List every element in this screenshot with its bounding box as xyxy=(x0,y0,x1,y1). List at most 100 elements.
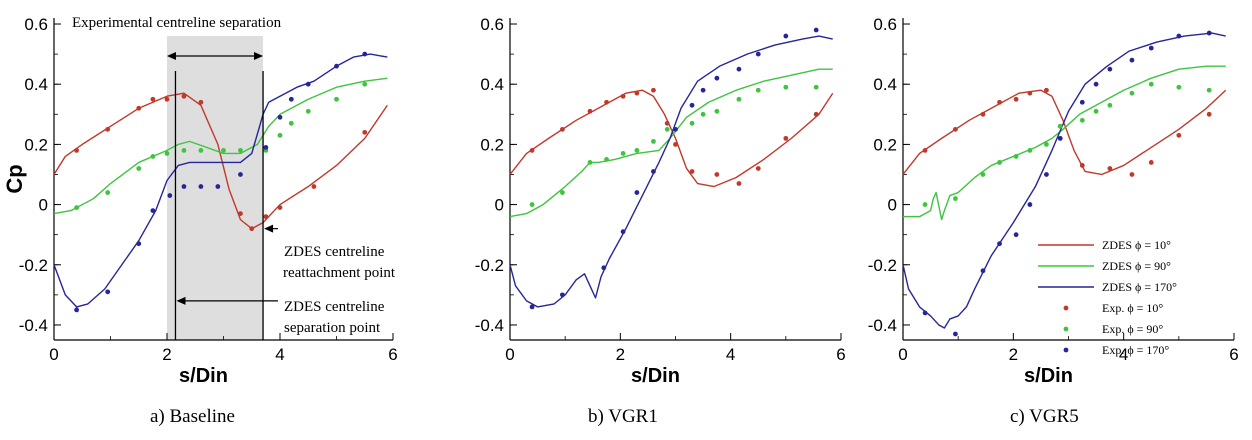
exp-point-blue xyxy=(215,184,221,189)
exp-point-blue xyxy=(673,126,678,132)
exp-point-green xyxy=(1044,141,1049,147)
exp-point-blue xyxy=(136,241,142,247)
exp-point-blue xyxy=(689,102,695,108)
exp-point-blue xyxy=(783,33,789,39)
x-axis-label: s/Din xyxy=(1024,365,1073,387)
exp-point-red xyxy=(783,135,789,141)
exp-point-blue xyxy=(1079,99,1085,105)
exp-point-green xyxy=(813,84,819,90)
exp-point-blue xyxy=(105,289,111,295)
legend-marker-green xyxy=(1063,326,1069,332)
panel-baseline: -0.4 -0.2 0 0.2 0.4 0.6 0 2 4 6 s/Din Cp xyxy=(2,15,398,387)
exp-point-green xyxy=(783,84,789,90)
legend-label: ZDES ϕ = 10° xyxy=(1102,238,1171,252)
exp-point-red xyxy=(164,96,170,102)
exp-point-blue xyxy=(620,229,626,235)
exp-point-green xyxy=(651,138,656,144)
y-tick-label: -0.4 xyxy=(868,316,897,335)
exp-point-green xyxy=(1148,81,1154,87)
legend-label: Exp. ϕ = 10° xyxy=(1102,301,1163,315)
experimental-arrow-left xyxy=(167,52,176,60)
y-tick-label: 0.6 xyxy=(873,15,897,34)
exp-point-green xyxy=(560,190,565,195)
exp-point-blue xyxy=(736,66,742,72)
exp-point-green xyxy=(277,132,283,138)
exp-point-blue xyxy=(238,172,243,177)
exp-point-green xyxy=(362,81,368,87)
exp-point-red xyxy=(198,99,204,105)
exp-point-green xyxy=(714,108,720,114)
x-tick-label: 2 xyxy=(162,345,171,364)
zdes-line-red xyxy=(509,89,834,188)
exp-point-blue xyxy=(288,96,294,102)
exp-point-green xyxy=(604,157,609,162)
caption-a: a) Baseline xyxy=(150,406,235,427)
exp-point-red xyxy=(664,120,670,126)
y-tick-label: -0.2 xyxy=(475,256,504,275)
exp-point-blue xyxy=(700,87,706,93)
exp-point-blue xyxy=(1176,33,1182,39)
exp-point-red xyxy=(181,93,187,99)
exp-point-blue xyxy=(813,27,819,33)
x-tick-label: 0 xyxy=(505,345,514,364)
exp-point-green xyxy=(74,205,79,210)
exp-point-blue xyxy=(1013,232,1019,238)
exp-point-blue xyxy=(634,190,640,195)
exp-point-red xyxy=(1176,132,1182,138)
exp-point-green xyxy=(953,196,958,201)
exp-point-blue xyxy=(529,304,535,310)
exp-point-red xyxy=(74,148,79,153)
exp-point-green xyxy=(587,160,593,165)
exp-point-red xyxy=(277,205,283,210)
y-tick-label: 0.6 xyxy=(24,15,48,34)
x-tick-label: 0 xyxy=(898,345,907,364)
exp-point-red xyxy=(249,226,255,232)
exp-point-green xyxy=(689,120,695,126)
exp-point-red xyxy=(150,96,156,102)
caption-b: b) VGR1 xyxy=(588,406,658,427)
exp-point-red xyxy=(1013,96,1019,102)
x-axis-label: s/Din xyxy=(631,365,680,387)
exp-point-red xyxy=(1044,87,1049,93)
exp-point-blue xyxy=(601,265,607,271)
reattachment-label-line1: ZDES centreline xyxy=(284,244,385,260)
exp-point-red xyxy=(529,148,535,153)
x-tick-label: 6 xyxy=(1229,345,1238,364)
exp-point-green xyxy=(634,148,640,153)
separation-label-line1: ZDES centreline xyxy=(284,299,385,315)
exp-point-green xyxy=(664,126,670,132)
legend-marker-blue xyxy=(1063,347,1069,353)
exp-point-green xyxy=(1013,154,1019,159)
exp-point-green xyxy=(1027,148,1033,153)
exp-point-green xyxy=(198,148,204,153)
exp-point-blue xyxy=(1107,66,1113,72)
exp-point-red xyxy=(604,99,609,105)
zdes-line-green xyxy=(509,68,833,218)
y-tick-label: 0.4 xyxy=(873,75,897,94)
exp-point-red xyxy=(714,172,720,177)
exp-point-green xyxy=(620,151,626,156)
exp-point-red xyxy=(922,148,928,153)
zdes-line-red xyxy=(902,89,1227,176)
y-tick-label: 0.6 xyxy=(480,15,504,34)
exp-point-red xyxy=(560,126,565,132)
exp-point-blue xyxy=(953,331,958,337)
exp-point-green xyxy=(1129,90,1135,96)
x-tick-label: 2 xyxy=(1009,345,1018,364)
exp-point-red xyxy=(736,181,742,186)
reattachment-arrowhead xyxy=(264,224,274,233)
x-axis-label: s/Din xyxy=(179,365,228,387)
exp-point-green xyxy=(288,120,294,126)
exp-point-red xyxy=(634,90,640,96)
y-tick-label: 0 xyxy=(39,196,48,215)
exp-point-green xyxy=(1093,108,1099,114)
exp-point-blue xyxy=(167,193,173,198)
legend-label: Exp. ϕ = 170° xyxy=(1102,343,1169,357)
exp-point-blue xyxy=(1129,57,1135,63)
exp-point-blue xyxy=(651,169,656,174)
experimental-separation-label: Experimental centreline separation xyxy=(72,15,282,31)
exp-point-green xyxy=(164,151,170,156)
exp-point-green xyxy=(1057,123,1063,129)
separation-arrowhead xyxy=(176,296,186,305)
exp-point-blue xyxy=(997,241,1002,247)
